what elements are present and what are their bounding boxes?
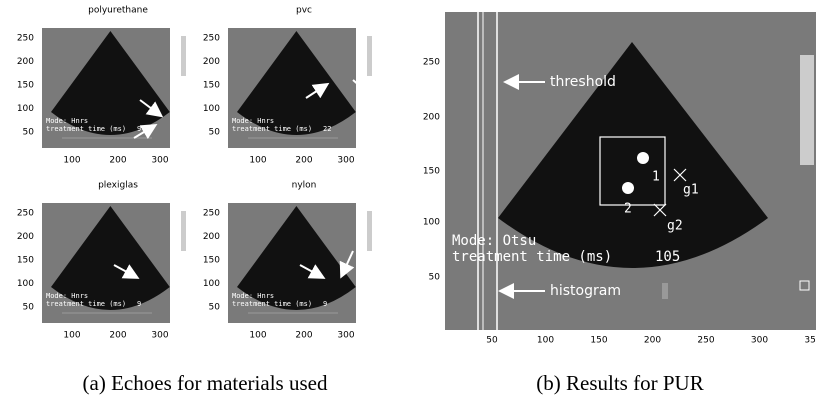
y-tick-label: 200: [17, 232, 34, 242]
colorbar: [181, 36, 186, 76]
marker-label: 1: [652, 170, 660, 185]
y-tick-label: 150: [17, 256, 34, 266]
y-tick-label: 200: [203, 57, 220, 67]
panel: nylon 250 200 150 100 50 100 200 300 Mode: Hnrstr…: [203, 181, 372, 341]
caption: (a) Echoes for materials used: [83, 371, 328, 395]
y-tick-label: 50: [209, 128, 221, 138]
caption: (b) Results for PUR: [536, 371, 703, 395]
x-tick-label: 100: [249, 156, 266, 166]
panel: pvc 250 200 150 100 50 100 200 300 Mode: Hnrstrea…: [203, 6, 376, 166]
overlay-text: treatment time (ms): [232, 300, 312, 308]
overlay-text: 9: [137, 125, 141, 133]
y-tick-label: 50: [209, 303, 221, 313]
mode-text: Mode: Otsu: [452, 233, 536, 249]
overlay-text: treatment time (ms): [46, 300, 126, 308]
x-tick-label: 200: [644, 336, 661, 346]
x-tick-label: 300: [337, 331, 354, 341]
treatment-text: treatment time (ms): [452, 249, 612, 265]
histogram-label: histogram: [550, 283, 621, 299]
y-tick-label: 250: [203, 34, 220, 44]
y-tick-label: 200: [423, 113, 440, 123]
panel-title: nylon: [292, 181, 317, 191]
y-tick-label: 100: [423, 218, 440, 228]
overlay-text: Mode: Hnrs: [46, 117, 88, 125]
marker-label: g1: [683, 183, 699, 198]
y-tick-label: 200: [17, 57, 34, 67]
y-tick-label: 100: [17, 104, 34, 114]
x-tick-label: 300: [151, 331, 168, 341]
panel-title: pvc: [296, 6, 312, 16]
y-tick-label: 100: [203, 279, 220, 289]
overlay-text: treatment time (ms): [46, 125, 126, 133]
colorbar: [367, 36, 372, 76]
x-tick-label: 100: [63, 156, 80, 166]
x-tick-label: 100: [63, 331, 80, 341]
overlay-text: Mode: Hnrs: [232, 117, 274, 125]
x-tick-label: 200: [295, 156, 312, 166]
figure: threshold histogram Mode: Otsu treatment…: [0, 0, 816, 403]
colorbar: [181, 211, 186, 251]
box: [178, 304, 183, 309]
threshold-label: threshold: [550, 74, 616, 90]
y-tick-label: 250: [17, 209, 34, 219]
y-tick-label: 150: [203, 256, 220, 266]
overlay-text: Mode: Hnrs: [232, 292, 274, 300]
marker-label: 2: [624, 202, 632, 217]
y-tick-label: 50: [23, 303, 35, 313]
x-tick-label: 300: [751, 336, 768, 346]
box: [178, 129, 183, 134]
x-tick-label: 100: [537, 336, 554, 346]
x-tick-label: 50: [486, 336, 498, 346]
y-tick-label: 250: [17, 34, 34, 44]
overlay-text: 9: [323, 300, 327, 308]
overlay-text: treatment time (ms): [232, 125, 312, 133]
x-tick-label: 200: [109, 156, 126, 166]
overlay-text: 9: [137, 300, 141, 308]
panel: plexiglas 250 200 150 100 50 100 200 300 Mode: Hn…: [17, 181, 186, 341]
y-tick-label: 150: [203, 81, 220, 91]
time-value: 105: [655, 249, 680, 265]
y-tick-label: 250: [423, 58, 440, 68]
box: [364, 129, 369, 134]
x-tick-label: 100: [249, 331, 266, 341]
arrow: [353, 80, 376, 100]
overlay-text: Mode: Hnrs: [46, 292, 88, 300]
main-image: [445, 12, 816, 330]
x-tick-label: 300: [151, 156, 168, 166]
y-tick-label: 250: [203, 209, 220, 219]
overlay-text: 22: [323, 125, 331, 133]
panel: polyurethane 250 200 150 100 50 100 200 300 Mode:…: [17, 6, 186, 166]
y-tick-label: 50: [429, 273, 441, 283]
y-tick-label: 100: [203, 104, 220, 114]
y-tick-label: 150: [423, 167, 440, 177]
y-tick-label: 150: [17, 81, 34, 91]
y-tick-label: 50: [23, 128, 35, 138]
panel-title: polyurethane: [88, 6, 148, 16]
marker-label: g2: [667, 219, 683, 234]
panel-title: plexiglas: [98, 181, 138, 191]
x-tick-label: 300: [337, 156, 354, 166]
y-tick-label: 100: [17, 279, 34, 289]
colorbar: [367, 211, 372, 251]
x-tick-label: 150: [590, 336, 607, 346]
x-tick-label: 200: [109, 331, 126, 341]
y-tick-label: 200: [203, 232, 220, 242]
x-tick-label: 200: [295, 331, 312, 341]
box: [364, 304, 369, 309]
x-tick-label: 350: [804, 336, 816, 346]
x-tick-label: 250: [697, 336, 714, 346]
